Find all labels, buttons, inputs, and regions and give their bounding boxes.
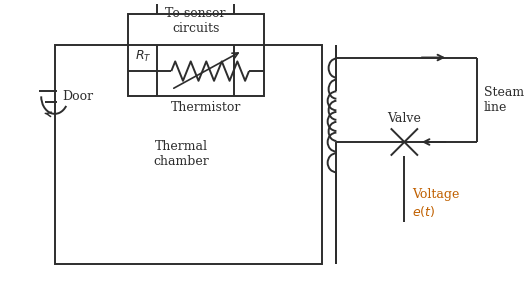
Text: Thermal
chamber: Thermal chamber (153, 140, 209, 168)
Text: Steam
line: Steam line (484, 86, 524, 114)
Text: To sensor
circuits: To sensor circuits (165, 7, 226, 35)
Text: Voltage: Voltage (412, 188, 459, 201)
Text: $e(t)$: $e(t)$ (412, 204, 435, 219)
Text: $R_T$: $R_T$ (135, 49, 152, 64)
Text: Door: Door (63, 90, 93, 103)
Text: Thermistor: Thermistor (172, 101, 242, 114)
Text: Valve: Valve (388, 112, 421, 124)
